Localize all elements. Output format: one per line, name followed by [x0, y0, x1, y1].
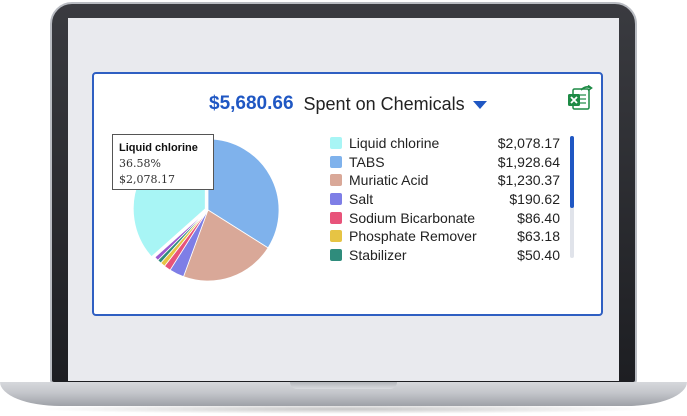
laptop-notch: [290, 382, 397, 389]
legend-swatch: [330, 230, 342, 243]
legend-label: Liquid chlorine: [349, 135, 440, 152]
pie-slice[interactable]: [207, 138, 280, 249]
legend-swatch: [330, 155, 342, 168]
legend-scrollbar[interactable]: [570, 136, 574, 258]
chemicals-spend-card: $5,680.66 Spent on Chemicals Liquid chlo…: [92, 72, 603, 316]
pie-tooltip: Liquid chlorine 36.58% $2,078.17: [112, 134, 214, 190]
legend-item[interactable]: Liquid chlorine $2,078.17: [330, 134, 560, 153]
legend-swatch: [330, 248, 342, 261]
legend-label: Sodium Bicarbonate: [349, 209, 476, 226]
laptop-base: [0, 382, 687, 406]
legend-item[interactable]: Muriatic Acid $1,230.37: [330, 171, 560, 190]
legend-value: $1,928.64: [497, 153, 560, 170]
legend-value: $50.40: [517, 246, 560, 263]
legend-item[interactable]: Sodium Bicarbonate $86.40: [330, 208, 560, 227]
legend-item[interactable]: Phosphate Remover $63.18: [330, 227, 560, 246]
legend-label: TABS: [349, 153, 385, 170]
tooltip-amount: $2,078.17: [119, 173, 175, 186]
legend-value: $1,230.37: [497, 172, 560, 189]
caret-down-icon[interactable]: [472, 101, 487, 109]
legend-swatch: [330, 211, 342, 224]
tooltip-percent: 36.58%: [119, 157, 161, 170]
pie-slice[interactable]: [182, 209, 269, 282]
legend-label: Phosphate Remover: [349, 228, 477, 245]
excel-export-icon[interactable]: [567, 84, 593, 112]
legend-label: Salt: [349, 191, 374, 208]
legend-item[interactable]: Salt $190.62: [330, 190, 560, 209]
legend-label: Stabilizer: [349, 246, 407, 263]
legend-value: $2,078.17: [497, 135, 560, 152]
legend-value: $190.62: [509, 191, 560, 208]
tooltip-name: Liquid chlorine: [119, 142, 198, 154]
legend-value: $63.18: [517, 228, 560, 245]
legend-scroll-thumb[interactable]: [570, 136, 574, 208]
chart-legend: Liquid chlorine $2,078.17 TABS $1,928.64…: [330, 134, 560, 264]
laptop-shadow: [30, 404, 657, 414]
legend-label: Muriatic Acid: [349, 172, 429, 189]
legend-item[interactable]: Stabilizer $50.40: [330, 246, 560, 265]
legend-item[interactable]: TABS $1,928.64: [330, 153, 560, 172]
total-spent: $5,680.66: [209, 93, 294, 114]
pie-slice[interactable]: [154, 209, 209, 261]
legend-swatch: [330, 193, 342, 206]
period-selector-label[interactable]: Spent on Chemicals: [303, 93, 465, 114]
legend-swatch: [330, 137, 342, 150]
legend-value: $86.40: [517, 209, 560, 226]
card-header[interactable]: $5,680.66 Spent on Chemicals: [209, 92, 487, 116]
legend-swatch: [330, 174, 342, 187]
